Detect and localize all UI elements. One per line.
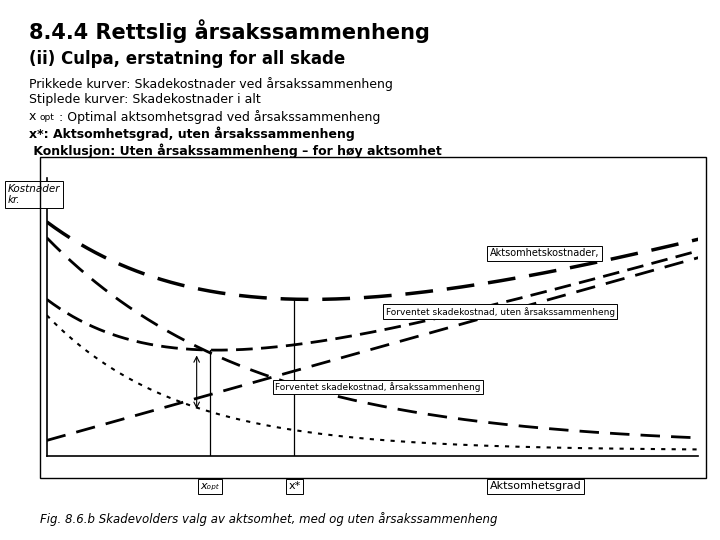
Text: xₒₚₜ: xₒₚₜ	[200, 481, 220, 491]
Text: Aktsomhetsgrad: Aktsomhetsgrad	[490, 481, 581, 491]
Text: Stiplede kurver: Skadekostnader i alt: Stiplede kurver: Skadekostnader i alt	[29, 93, 261, 106]
Text: Forventet skadekostnad, uten årsakssammenheng: Forventet skadekostnad, uten årsakssamme…	[386, 307, 615, 316]
Text: Kostnader
kr.: Kostnader kr.	[8, 184, 60, 205]
Text: opt: opt	[40, 113, 55, 122]
Text: Aktsomhetskostnader,: Aktsomhetskostnader,	[490, 248, 599, 258]
Text: x: x	[29, 110, 36, 123]
Text: 8.4.4 Rettslig årsakssammenheng: 8.4.4 Rettslig årsakssammenheng	[29, 19, 430, 43]
Text: x*: x*	[288, 481, 300, 491]
Text: x*: Aktsomhetsgrad, uten årsakssammenheng: x*: Aktsomhetsgrad, uten årsakssammenhen…	[29, 127, 354, 141]
Text: Forventet skadekostnad, årsakssammenheng: Forventet skadekostnad, årsakssammenheng	[275, 382, 480, 392]
Text: (ii) Culpa, erstatning for all skade: (ii) Culpa, erstatning for all skade	[29, 50, 345, 68]
Text: Prikkede kurver: Skadekostnader ved årsakssammenheng: Prikkede kurver: Skadekostnader ved årsa…	[29, 77, 392, 91]
Text: Fig. 8.6.b Skadevolders valg av aktsomhet, med og uten årsakssammenheng: Fig. 8.6.b Skadevolders valg av aktsomhe…	[40, 512, 497, 526]
Text: : Optimal aktsomhetsgrad ved årsakssammenheng: : Optimal aktsomhetsgrad ved årsakssamme…	[59, 110, 380, 124]
Text: Konklusjon: Uten årsakssammenheng – for høy aktsomhet: Konklusjon: Uten årsakssammenheng – for …	[29, 144, 441, 158]
